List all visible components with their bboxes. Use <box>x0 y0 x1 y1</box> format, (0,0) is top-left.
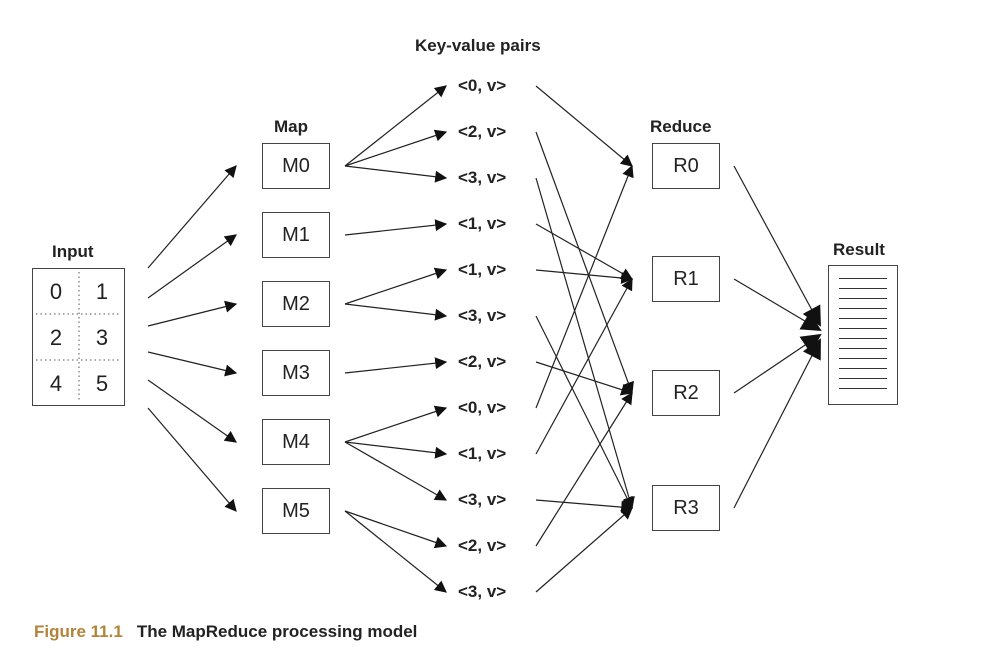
kv-to-reducer-arrow <box>535 507 633 593</box>
input-cell: 2 <box>49 325 63 350</box>
reducer-to-result-arrow <box>733 278 822 332</box>
mapper-box-m5: M5 <box>262 488 330 534</box>
kv-pair: <3, v> <box>458 168 507 187</box>
input-cell: 1 <box>95 279 109 304</box>
reducer-box-r1: R1 <box>652 256 720 302</box>
input-cell: 5 <box>95 371 109 396</box>
result-line <box>839 328 887 329</box>
mapper-box-m1: M1 <box>262 212 330 258</box>
result-line <box>839 288 887 289</box>
input-to-mapper-arrow <box>147 351 238 377</box>
input-cell: 0 <box>49 279 63 304</box>
input-grid-dividers <box>35 271 121 402</box>
mapper-to-kv-arrow <box>344 165 448 183</box>
kv-to-reducer-arrow <box>535 164 634 409</box>
input-to-mapper-arrow <box>147 300 238 327</box>
mapper-box-m2: M2 <box>262 281 330 327</box>
mapper-to-kv-arrow <box>344 357 448 374</box>
kv-to-reducer-arrow <box>535 131 634 395</box>
mapper-box-m0: M0 <box>262 143 330 189</box>
figure-title: The MapReduce processing model <box>136 622 418 641</box>
kv-to-reducer-arrow <box>535 391 633 547</box>
kv-to-reducer-arrow <box>535 223 634 280</box>
input-to-mapper-arrow <box>147 165 237 269</box>
mapper-to-kv-arrow <box>344 510 447 593</box>
input-to-mapper-arrow <box>147 407 237 512</box>
result-line <box>839 358 887 359</box>
kv-to-reducer-arrow <box>535 315 633 510</box>
kv-pair: <1, v> <box>458 260 507 279</box>
mapper-to-kv-arrow <box>344 129 448 167</box>
mapper-box-m4: M4 <box>262 419 330 465</box>
kv-pair: <2, v> <box>458 122 507 141</box>
kv-to-reducer-arrow <box>535 499 634 514</box>
input-to-mapper-arrow <box>147 234 237 299</box>
kv-to-reducer-arrow <box>535 277 633 455</box>
kv-pair: <2, v> <box>458 536 507 555</box>
input-header: Input <box>52 242 94 261</box>
mapper-to-kv-arrow <box>344 510 448 549</box>
result-header: Result <box>833 240 885 259</box>
result-line <box>839 278 887 279</box>
input-grid: 0 1 2 3 4 5 <box>32 268 125 406</box>
kv-pair: <2, v> <box>458 352 507 371</box>
reduce-header: Reduce <box>650 117 712 136</box>
mapper-to-kv-arrow <box>344 441 448 501</box>
kv-pair: <3, v> <box>458 306 507 325</box>
result-line <box>839 378 887 379</box>
input-cell: 3 <box>95 325 109 350</box>
result-line <box>839 298 887 299</box>
result-line <box>839 318 887 319</box>
kv-pair: <1, v> <box>458 214 507 233</box>
reducer-to-result-arrow <box>733 165 821 327</box>
kv-pair: <3, v> <box>458 582 507 601</box>
reducer-box-r0: R0 <box>652 143 720 189</box>
result-line <box>839 338 887 339</box>
input-cell: 4 <box>49 371 63 396</box>
kv-pair: <3, v> <box>458 490 507 509</box>
key-value-header: Key-value pairs <box>415 36 541 55</box>
reducer-box-r2: R2 <box>652 370 720 416</box>
mapper-to-kv-arrow <box>344 267 448 305</box>
result-line <box>839 368 887 369</box>
figure-caption: Figure 11.1 The MapReduce processing mode… <box>34 622 417 642</box>
map-header: Map <box>274 117 308 136</box>
kv-to-reducer-arrow <box>535 177 635 510</box>
result-line <box>839 308 887 309</box>
kv-pair: <0, v> <box>458 398 507 417</box>
kv-pair: <0, v> <box>458 76 507 95</box>
mapper-to-kv-arrow <box>344 441 448 459</box>
reducer-box-r3: R3 <box>652 485 720 531</box>
mapper-to-kv-arrow <box>344 85 447 167</box>
mapper-to-kv-arrow <box>344 219 448 236</box>
result-line <box>839 348 887 349</box>
input-to-mapper-arrow <box>147 379 237 443</box>
kv-pair: <1, v> <box>458 444 507 463</box>
figure-number: Figure 11.1 <box>34 622 123 641</box>
result-line <box>839 388 887 389</box>
kv-to-reducer-arrow <box>535 85 633 167</box>
mapper-to-kv-arrow <box>344 405 448 443</box>
kv-to-reducer-arrow <box>535 269 634 284</box>
result-document <box>828 265 898 405</box>
reducer-to-result-arrow <box>733 338 821 509</box>
mapper-box-m3: M3 <box>262 350 330 396</box>
mapper-to-kv-arrow <box>344 303 448 321</box>
